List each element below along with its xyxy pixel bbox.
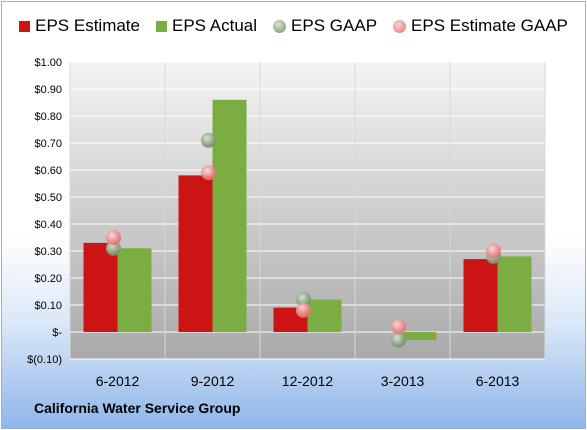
point-eps-estimate-gaap: [391, 319, 406, 335]
x-tick-label: 6-2012: [96, 373, 140, 389]
y-tick-label: $1.00: [34, 57, 62, 69]
x-tick-label: 9-2012: [191, 373, 235, 389]
point-eps-gaap: [296, 292, 311, 308]
legend-item-eps-actual: EPS Actual: [155, 16, 258, 36]
legend-swatch-eps-actual: [155, 20, 167, 32]
legend-label-eps-gaap: EPS GAAP: [291, 16, 378, 35]
bar-eps-actual: [212, 99, 247, 332]
chart-legend: EPS Estimate EPS Actual EPS GAAP EPS Est…: [0, 10, 587, 42]
legend-label-eps-estimate-gaap: EPS Estimate GAAP: [411, 16, 568, 35]
company-name: California Water Service Group: [34, 400, 241, 416]
legend-item-eps-estimate-gaap: EPS Estimate GAAP: [393, 16, 568, 36]
x-tick-label: 3-2013: [381, 373, 425, 389]
y-tick-label: $0.60: [34, 165, 62, 177]
legend-item-eps-gaap: EPS GAAP: [273, 16, 377, 36]
bar-eps-actual: [402, 332, 437, 341]
bar-eps-actual: [117, 248, 152, 332]
point-eps-estimate-gaap: [296, 302, 311, 318]
bar-eps-estimate: [178, 175, 213, 332]
point-eps-estimate-gaap: [201, 165, 216, 181]
legend-label-eps-estimate: EPS Estimate: [35, 16, 140, 35]
y-tick-label: $0.20: [34, 273, 62, 285]
point-eps-estimate-gaap: [486, 243, 501, 259]
y-tick-label: $0.30: [34, 246, 62, 258]
bar-eps-estimate: [83, 242, 118, 332]
bar-eps-estimate: [463, 259, 498, 332]
y-tick-label: $0.70: [34, 138, 62, 150]
legend-label-eps-actual: EPS Actual: [171, 16, 258, 35]
point-eps-gaap: [391, 332, 406, 348]
y-tick-label: $0.50: [34, 192, 62, 204]
x-tick-label: 6-2013: [476, 373, 520, 389]
point-eps-estimate-gaap: [106, 230, 121, 245]
legend-swatch-eps-estimate: [19, 20, 31, 32]
legend-swatch-eps-estimate-gaap: [393, 19, 407, 33]
y-tick-label: $0.10: [34, 300, 62, 312]
legend-swatch-eps-gaap: [273, 19, 287, 33]
point-eps-gaap: [106, 240, 121, 256]
point-eps-gaap: [201, 132, 216, 148]
y-tick-label: $-: [52, 327, 62, 339]
y-tick-label: $0.80: [34, 111, 62, 123]
y-tick-label: $0.40: [34, 219, 62, 231]
legend-item-eps-estimate: EPS Estimate: [19, 16, 140, 36]
bar-eps-actual: [497, 256, 532, 332]
x-tick-label: 12-2012: [282, 373, 334, 389]
y-tick-label: $(0.10): [27, 354, 62, 366]
bar-eps-actual: [307, 299, 342, 332]
y-tick-label: $0.90: [34, 84, 62, 96]
